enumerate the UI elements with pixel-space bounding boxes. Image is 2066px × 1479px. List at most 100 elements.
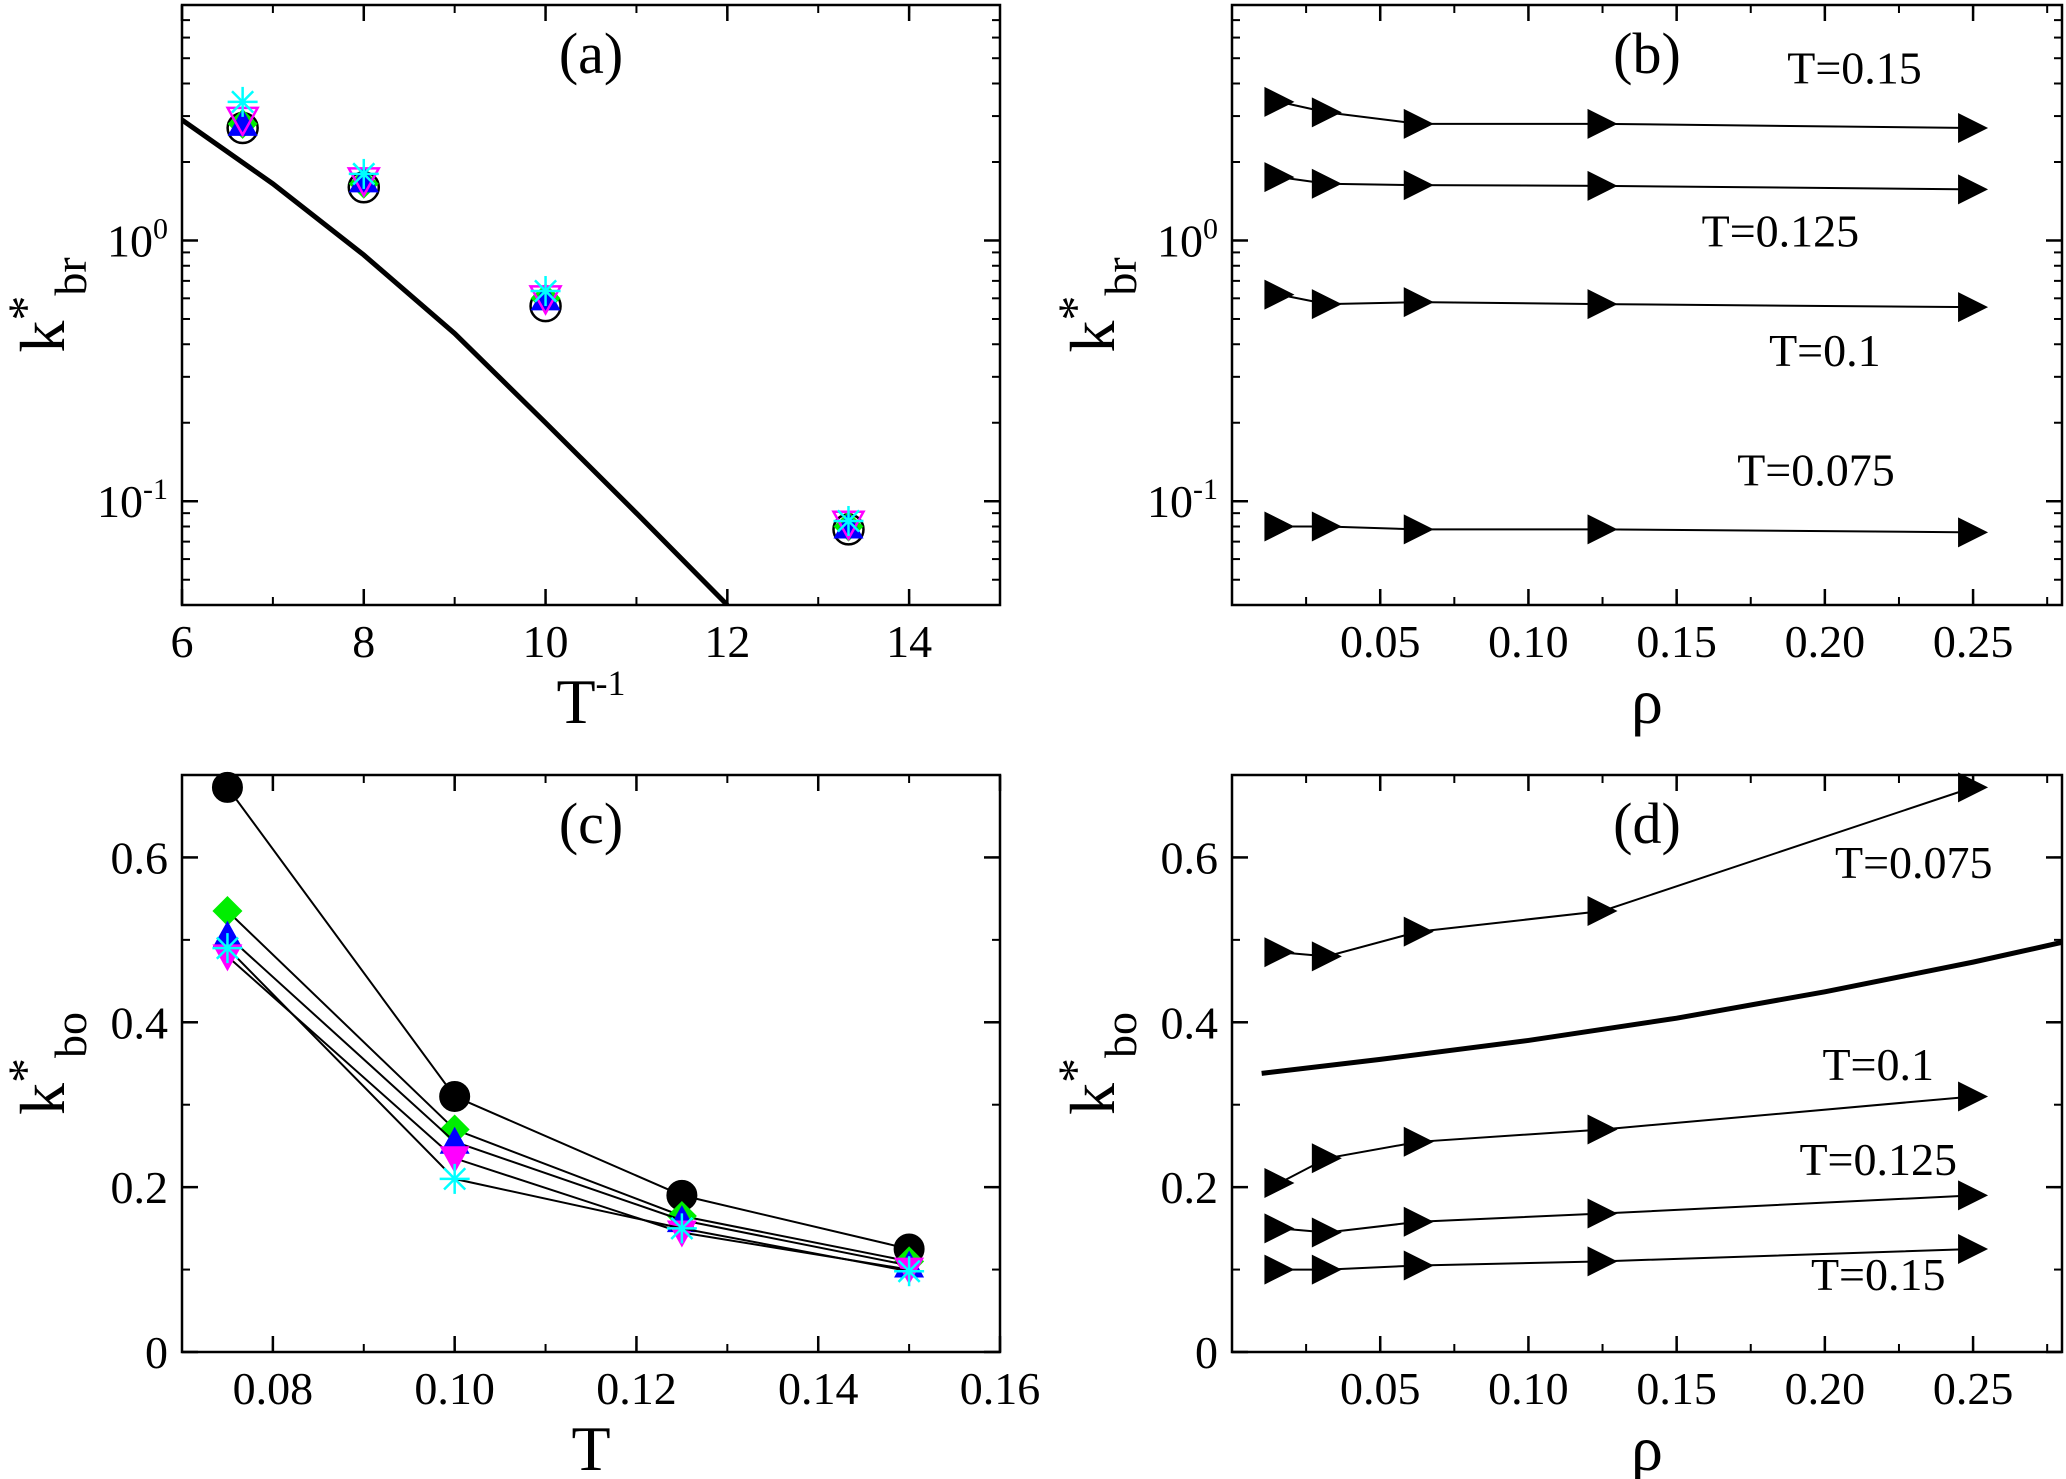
x-axis-label-main: T bbox=[556, 666, 595, 737]
plot-frame bbox=[1230, 773, 2064, 1354]
data-point bbox=[1311, 1217, 1342, 1248]
series-t-0-125 bbox=[1264, 1180, 1989, 1248]
data-point bbox=[1587, 170, 1618, 201]
y-tick-base: 10 bbox=[1157, 215, 1203, 266]
y-axis-label-sub: bo bbox=[1095, 1012, 1146, 1058]
data-point bbox=[1958, 174, 1989, 205]
series-t-0-15 bbox=[1264, 86, 1989, 144]
data-point bbox=[1403, 1250, 1434, 1281]
x-tick-label: 0.14 bbox=[778, 1363, 859, 1414]
data-point bbox=[1958, 517, 1989, 548]
series-line bbox=[226, 947, 910, 1273]
series-line bbox=[1279, 293, 1974, 309]
y-tick-label: 0.4 bbox=[1161, 997, 1219, 1048]
series-line bbox=[1279, 100, 1974, 130]
y-axis-label-sup: * bbox=[0, 296, 53, 321]
x-tick-label: 10 bbox=[523, 616, 569, 667]
data-point bbox=[1958, 772, 1989, 803]
x-tick-label: 0.10 bbox=[1488, 616, 1569, 667]
data-point bbox=[1264, 511, 1295, 542]
data-point bbox=[1264, 86, 1295, 117]
data-point bbox=[1311, 941, 1342, 972]
x-axis: 0.05 0.10 0.15 0.20 0.25 bbox=[1231, 775, 2049, 1414]
theory-curve bbox=[1261, 939, 2062, 1076]
x-axis-label-main: T bbox=[571, 1413, 610, 1479]
series-star bbox=[212, 933, 925, 1287]
series-triangle-up bbox=[212, 920, 925, 1278]
y-axis: 0 0.2 0.4 0.6 bbox=[111, 774, 1000, 1378]
data-point bbox=[1958, 1180, 1989, 1211]
curve-label: T=0.15 bbox=[1787, 42, 1922, 93]
data-point bbox=[1587, 514, 1618, 545]
series-t-0-15 bbox=[1264, 1233, 1989, 1285]
data-point bbox=[894, 1256, 925, 1287]
data-point bbox=[1311, 1143, 1342, 1174]
y-axis-label: k*br bbox=[0, 257, 96, 352]
series-line bbox=[226, 955, 910, 1271]
data-point bbox=[1403, 287, 1434, 318]
x-tick-label: 8 bbox=[352, 616, 375, 667]
y-axis-label: k*bo bbox=[1047, 1012, 1146, 1115]
series-t-0-1 bbox=[1264, 1081, 1989, 1199]
data-point bbox=[1587, 289, 1618, 320]
y-tick-label: 0 bbox=[1195, 1327, 1218, 1378]
series-diamond bbox=[227, 108, 864, 542]
data-point bbox=[1587, 1198, 1618, 1229]
y-tick-base: 10 bbox=[97, 476, 143, 527]
x-axis: 0.05 0.10 0.15 0.20 0.25 bbox=[1231, 5, 2049, 667]
x-tick-label: 0.25 bbox=[1933, 1363, 2014, 1414]
data-point bbox=[211, 771, 243, 803]
data-point bbox=[1403, 916, 1434, 947]
data-point bbox=[1264, 1254, 1295, 1285]
data-point bbox=[212, 896, 243, 927]
x-tick-label: 0.05 bbox=[1340, 616, 1421, 667]
y-tick-exp: 0 bbox=[1203, 212, 1218, 245]
panel-c: 0.08 0.10 0.12 0.14 0.16 0 0.2 0.4 0.6 Tk*bo (c) bbox=[0, 771, 1040, 1479]
y-tick-base: 10 bbox=[1147, 476, 1193, 527]
data-point bbox=[1264, 937, 1295, 968]
curve-label: T=0.1 bbox=[1822, 1039, 1934, 1090]
curve-label: T=0.125 bbox=[1702, 205, 1860, 256]
y-tick-label: 100 bbox=[1157, 212, 1218, 266]
x-tick-label: 14 bbox=[886, 616, 932, 667]
curve-label: T=0.075 bbox=[1835, 837, 1993, 888]
data-point bbox=[1264, 1213, 1295, 1244]
curve-label: T=0.125 bbox=[1799, 1134, 1957, 1185]
y-tick-base: 10 bbox=[107, 215, 153, 266]
data-point bbox=[439, 1146, 470, 1174]
data-point bbox=[1403, 1206, 1434, 1237]
series-line bbox=[226, 934, 910, 1267]
panel-label: (b) bbox=[1613, 21, 1681, 86]
x-axis: 6 8 10 12 14 bbox=[171, 5, 1001, 667]
y-axis-label-main: k bbox=[7, 321, 78, 353]
curve-label: T=0.15 bbox=[1811, 1249, 1946, 1300]
y-tick-exp: -1 bbox=[143, 473, 168, 506]
x-tick-label: 0.15 bbox=[1636, 616, 1717, 667]
data-point bbox=[1958, 1081, 1989, 1112]
y-tick-label: 10-1 bbox=[1147, 473, 1218, 527]
y-axis-label: k*bo bbox=[0, 1012, 96, 1115]
data-point bbox=[1403, 170, 1434, 201]
series-line bbox=[226, 910, 910, 1263]
y-tick-exp: -1 bbox=[1193, 473, 1218, 506]
series-line bbox=[226, 786, 910, 1250]
series-star bbox=[227, 86, 864, 536]
y-tick-label: 0.2 bbox=[1161, 1162, 1219, 1213]
data-point bbox=[439, 1163, 470, 1194]
curve-label: T=0.075 bbox=[1737, 444, 1895, 495]
y-tick-label: 0.4 bbox=[111, 997, 169, 1048]
series-triangle-up bbox=[227, 108, 864, 539]
data-point bbox=[1311, 1254, 1342, 1285]
y-tick-label: 0.2 bbox=[111, 1162, 169, 1213]
y-axis-label-sup: * bbox=[1047, 1058, 1103, 1083]
data-point bbox=[227, 108, 258, 136]
y-axis-label-main: k bbox=[7, 1083, 78, 1115]
y-tick-label: 0.6 bbox=[111, 832, 169, 883]
y-axis-label-sub: bo bbox=[45, 1012, 96, 1058]
plot-frame bbox=[1230, 3, 2064, 607]
series-line bbox=[1279, 525, 1974, 534]
series-t-0-075 bbox=[1264, 772, 1989, 972]
y-axis-label-sub: br bbox=[45, 257, 96, 295]
